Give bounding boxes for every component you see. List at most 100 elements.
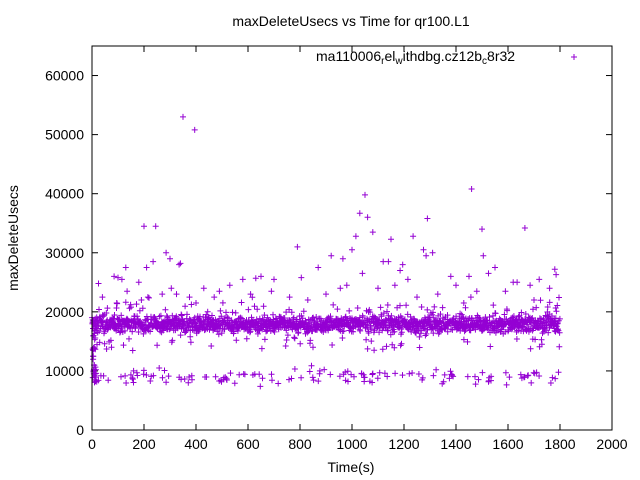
data-point [258, 345, 265, 352]
data-point [340, 328, 347, 334]
x-tick-label: 1800 [544, 436, 575, 452]
legend-marker [571, 54, 577, 60]
data-point [379, 346, 386, 353]
data-point [364, 214, 371, 221]
data-point [556, 294, 562, 301]
data-point [237, 314, 244, 321]
data-point [351, 373, 357, 380]
data-point [349, 246, 355, 253]
y-tick-label: 60000 [45, 68, 84, 84]
data-point [384, 373, 391, 380]
data-point [359, 270, 366, 277]
x-axis-label: Time(s) [328, 459, 375, 475]
data-point [453, 313, 460, 320]
x-tick-label: 400 [184, 436, 208, 452]
data-point [502, 288, 509, 295]
data-point [254, 306, 261, 313]
data-point [449, 372, 455, 379]
data-point [464, 373, 471, 380]
data-point [361, 374, 368, 381]
data-point [218, 330, 225, 337]
data-point [485, 270, 492, 277]
data-point [327, 371, 334, 378]
data-point [423, 330, 430, 337]
data-point [298, 274, 305, 281]
data-point [343, 282, 350, 289]
data-point [464, 338, 471, 345]
data-point [397, 267, 404, 274]
data-point [234, 318, 241, 325]
data-point [288, 309, 295, 316]
data-point [431, 303, 438, 310]
y-tick-label: 20000 [45, 304, 84, 320]
data-point [403, 302, 410, 309]
data-point [310, 344, 316, 351]
data-point [99, 294, 106, 301]
data-point [410, 233, 417, 240]
data-point [291, 366, 298, 372]
y-tick-label: 30000 [45, 245, 84, 261]
data-point [309, 328, 316, 335]
data-point [256, 371, 263, 378]
data-point [134, 372, 141, 379]
data-point [369, 229, 376, 236]
data-point [339, 255, 346, 262]
data-point [418, 304, 425, 310]
data-point [392, 370, 399, 377]
data-point [107, 337, 114, 344]
data-point [378, 313, 385, 320]
data-point [479, 226, 485, 233]
data-point [127, 371, 134, 378]
data-point [337, 285, 344, 292]
data-point [208, 343, 215, 349]
data-point [530, 306, 536, 313]
data-point [111, 312, 118, 318]
data-point [419, 374, 426, 381]
data-point [118, 373, 124, 380]
data-point [364, 345, 371, 352]
data-point [310, 377, 317, 384]
data-point [252, 275, 259, 282]
data-point [480, 252, 487, 259]
data-point [92, 324, 99, 331]
data-point [444, 312, 451, 319]
data-point [316, 367, 323, 374]
data-point [297, 340, 304, 347]
data-point [434, 291, 441, 298]
data-point [226, 282, 233, 289]
plot-frame [91, 45, 613, 431]
data-point [492, 329, 499, 336]
data-point [446, 375, 453, 382]
data-point [448, 326, 454, 333]
data-point [536, 373, 543, 379]
data-point [391, 282, 398, 289]
legend-label: ma110006relwithdbg.cz12bc8r32 [316, 48, 515, 67]
data-point [113, 300, 120, 306]
data-point [108, 344, 115, 351]
data-point [391, 344, 398, 351]
data-point [231, 380, 238, 387]
data-point [163, 249, 170, 256]
y-tick-label: 10000 [45, 363, 84, 379]
data-point [327, 313, 334, 320]
data-point [168, 285, 175, 292]
data-point [506, 374, 513, 381]
data-point [104, 326, 111, 333]
data-point [223, 377, 230, 383]
data-point [407, 313, 414, 320]
data-point [291, 335, 298, 342]
data-point [460, 336, 467, 343]
data-point [309, 374, 316, 381]
data-point [398, 340, 405, 347]
x-tick-label: 1200 [388, 436, 419, 452]
data-point [286, 294, 293, 301]
data-point [429, 249, 436, 256]
data-point [397, 322, 404, 329]
data-point [166, 326, 173, 333]
data-point [162, 306, 169, 313]
y-tick-label: 40000 [45, 186, 84, 202]
data-point [251, 303, 258, 310]
data-point [104, 305, 111, 312]
data-point [345, 378, 351, 385]
data-point [187, 339, 194, 346]
